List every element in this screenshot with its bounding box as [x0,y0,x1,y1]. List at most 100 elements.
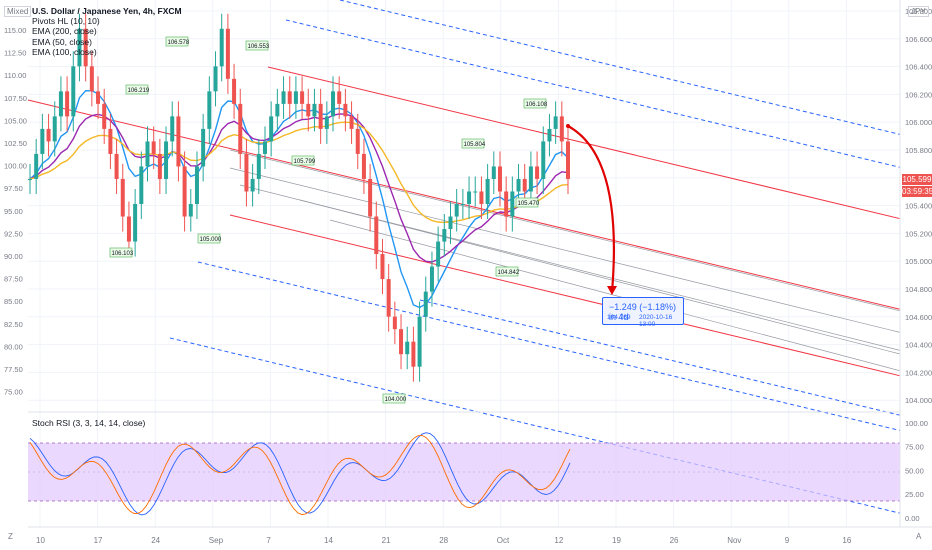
time-tick-label: 28 [439,536,448,545]
candle-body [275,103,280,117]
rsi-tick-label: 25.00 [905,490,924,499]
auto-scale-button[interactable]: A [916,532,922,541]
candle-body [164,141,169,179]
pivot-label: 106.553 [248,44,270,50]
rsi-tick-label: 100.00 [905,419,928,428]
candle-body [497,166,502,192]
candle-body [102,103,107,129]
candle-body [139,166,144,204]
ema-lines [29,89,569,309]
pivot-label-box [125,84,149,95]
pivot-label-box [461,138,485,149]
pivot-label: 106.578 [168,40,190,46]
scale-mode-label[interactable]: Mixed [4,6,32,17]
candle-body [120,178,125,217]
blue-channel-line [285,19,901,168]
candle-body [417,316,422,367]
time-tick-label: 14 [324,536,333,545]
candle-body [392,316,397,330]
candle-body [324,116,329,129]
candle-body [343,103,348,117]
candle-body [429,266,434,292]
candle-body [566,141,570,179]
time-tick-label: Sep [209,536,224,545]
axes [28,0,932,528]
rsi-tick-label: 50.00 [905,466,924,475]
median-line [229,167,901,333]
left-tick-label: 100.00 [4,162,27,171]
candle-body [312,103,317,117]
legend-ema50: EMA (50, close) [32,36,92,47]
left-tick-label: 102.50 [4,139,27,148]
candle-body [448,216,453,230]
candle-body [58,91,63,117]
candle-body [133,204,138,242]
time-tick-label: Nov [727,536,741,545]
currency-label: JPY [908,6,929,17]
price-tick-label: 105.400 [905,202,932,211]
candle-body [380,254,385,280]
candle-body [96,91,101,104]
left-tick-label: 110.00 [4,71,26,80]
price-tick-label: 104.400 [905,341,932,350]
measure-datetime: 2020-10-16 13:00 [639,314,673,328]
candle-body [145,141,150,167]
left-tick-label: 90.00 [4,252,23,261]
pivot-label-box [197,233,221,244]
left-tick-label: 75.00 [4,388,23,397]
price-tick-label: 105.000 [905,257,932,266]
candle-body [349,116,354,129]
candle-body [34,153,39,179]
pivot-label-box [165,36,189,47]
stoch-rsi-title: Stoch RSI (3, 3, 14, 14, close) [32,418,146,428]
candle-body [71,66,76,117]
candle-body [479,191,484,204]
candle-body [281,91,286,104]
candle-body [194,166,199,204]
price-range-measurement[interactable]: −1.249 (−1.18%) in 4d 104.769 2020-10-16… [602,297,684,328]
candle-body [293,91,298,104]
time-tick-label: 9 [785,536,790,545]
rsi-tick-label: 0.00 [905,514,920,523]
left-tick-label: 95.00 [4,207,23,216]
pivot-label: 104.000 [385,397,407,403]
timezone-button[interactable]: Z [8,532,13,541]
candle-body [108,128,113,154]
price-tick-label: 106.400 [905,63,932,72]
candle-body [510,191,515,217]
rsi-tick-label: 75.00 [905,443,924,452]
candle-body [306,103,311,117]
stoch-rsi-pane [28,432,900,516]
red-channel-line [267,66,901,220]
price-tick-label: 105.800 [905,146,932,155]
candle-body [126,216,131,242]
price-tick-label: 106.200 [905,90,932,99]
candle-body [405,341,410,355]
pivot-label-box [495,266,519,277]
candle-body [46,128,51,142]
pivot-label: 106.219 [128,88,150,94]
candle-body [170,116,175,142]
stoch-d-line [29,435,571,516]
candle-body [491,166,496,179]
legend-ema100: EMA (100, close) [32,46,97,57]
pivot-label-box [291,155,315,166]
candle-body [213,66,218,92]
ema-line [29,113,569,263]
last-price-tag: 105.599 [902,174,932,185]
red-channel-line [229,214,901,377]
blue-channel-line [419,299,901,416]
ema-line [29,89,569,309]
pivot-label: 105.799 [294,159,316,165]
candle-body [516,178,521,192]
candle-body [52,116,57,142]
time-tick-label: 7 [266,536,271,545]
candle-body [176,116,181,167]
candle-body [269,116,274,142]
pivot-label: 106.108 [526,102,548,108]
left-tick-label: 82.50 [4,320,23,329]
candle-body [114,153,119,179]
blue-channel-line [339,0,901,135]
price-tick-label: 104.800 [905,285,932,294]
